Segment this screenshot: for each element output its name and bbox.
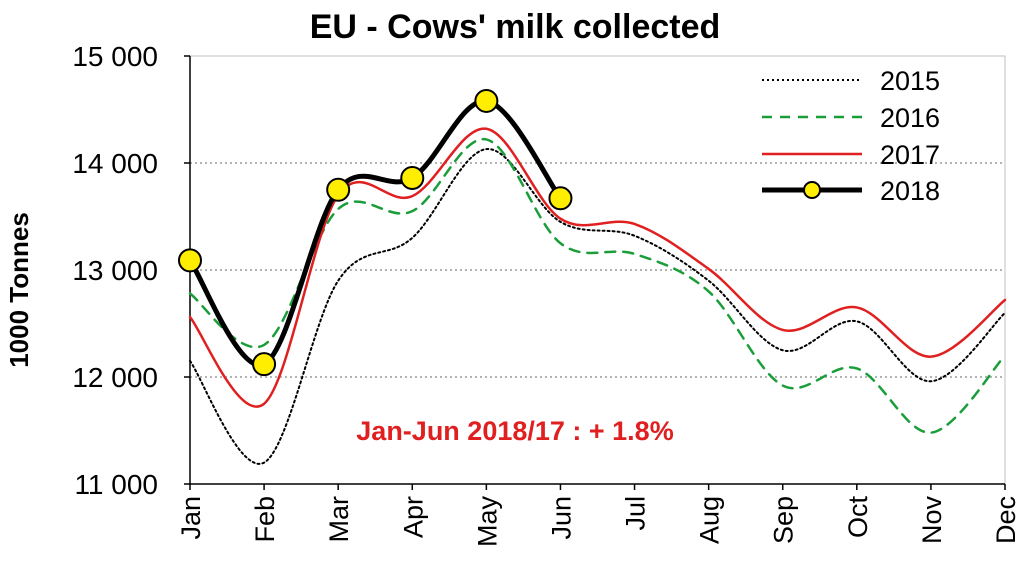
legend-label: 2018 (880, 176, 940, 206)
y-tick-label: 15 000 (72, 41, 158, 72)
chart-title: EU - Cows' milk collected (310, 8, 721, 46)
series-line-2015 (189, 148, 1006, 465)
y-tick-label: 11 000 (74, 469, 158, 500)
x-tick-label: Feb (250, 496, 280, 543)
x-tick-label: Apr (398, 496, 428, 538)
y-tick-label: 14 000 (72, 148, 158, 179)
data-point-2018 (400, 165, 425, 190)
x-tick-label: Jan (176, 496, 206, 540)
legend-marker-2018 (803, 181, 821, 199)
x-tick-label: Aug (695, 496, 725, 544)
x-tick-label: May (472, 496, 502, 548)
x-tick-label: Jun (546, 496, 576, 540)
legend-label: 2015 (880, 66, 940, 96)
plot-area: 11 000 12 000 13 000 14 000 15 000 Jan Feb Mar A… (72, 41, 1021, 547)
data-point-2018 (178, 248, 202, 273)
data-point-2018 (548, 186, 573, 211)
y-tick-label: 13 000 (72, 255, 158, 286)
data-point-2018 (326, 177, 351, 202)
x-tick-label: Mar (324, 496, 354, 543)
y-axis-label: 1000 Tonnes (4, 212, 34, 368)
x-tick-label: Jul (621, 496, 651, 531)
x-tick-label: Nov (917, 496, 947, 545)
x-tick-label: Oct (843, 496, 873, 539)
legend-label: 2016 (880, 103, 940, 133)
annotation-text: Jan-Jun 2018/17 : + 1.8% (356, 416, 673, 446)
data-point-2018 (474, 88, 499, 113)
legend-label: 2017 (880, 140, 940, 170)
y-tick-label: 12 000 (72, 362, 158, 393)
data-point-2018 (252, 352, 277, 377)
x-tick-label: Dec (991, 496, 1021, 544)
x-tick-label: Sep (769, 496, 799, 544)
series-line-2017 (188, 127, 1007, 408)
